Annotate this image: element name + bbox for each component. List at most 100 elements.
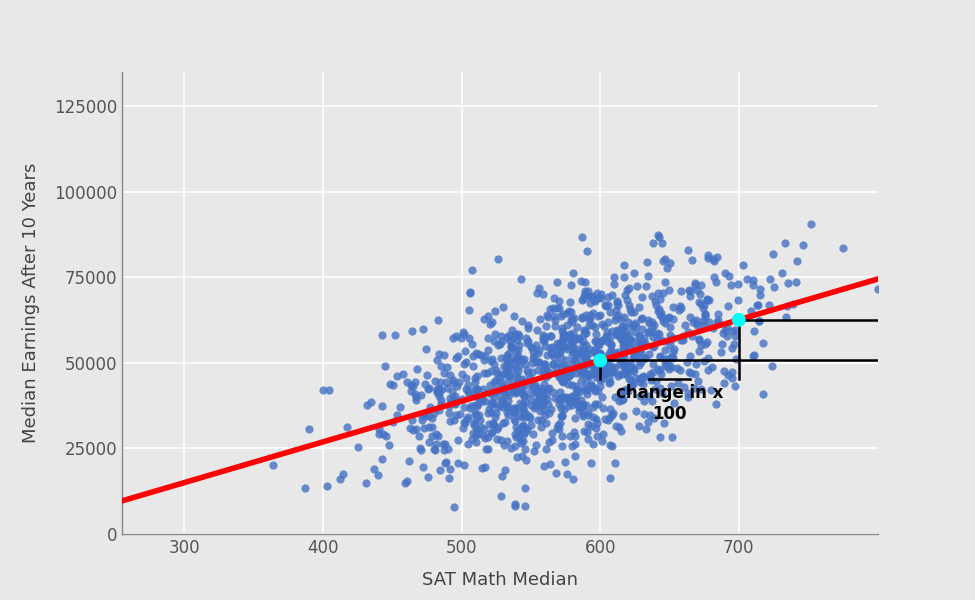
Point [611,396,627,406]
Point [566,343,581,352]
Point [496,440,512,449]
Point [506,407,522,417]
Point [684,317,700,327]
Point [544,428,560,438]
Point [421,422,437,431]
Point [468,349,484,358]
Point [551,424,566,434]
Point [508,362,524,372]
Point [517,354,532,364]
Point [746,326,761,336]
Point [518,412,533,422]
Point [646,413,662,422]
Point [470,384,486,394]
Point [566,347,582,357]
Point [553,418,568,427]
Point [716,328,731,338]
Point [690,376,706,385]
Point [565,359,580,369]
Point [492,400,508,410]
Point [682,286,697,295]
Point [487,392,502,402]
Point [458,358,474,367]
Point [628,406,644,416]
Point [642,349,657,359]
Point [418,344,434,353]
Point [580,358,596,367]
Point [532,400,548,410]
Point [644,317,660,326]
Point [433,465,448,475]
Point [616,362,632,372]
Point [439,383,454,392]
Point [488,424,504,434]
Point [656,336,672,346]
Point [588,329,604,339]
Point [639,281,654,291]
Point [629,321,644,331]
Point [566,396,582,406]
Point [576,426,592,436]
Point [554,311,569,320]
Point [476,424,491,434]
Point [499,377,515,386]
Point [555,334,570,344]
Point [528,396,544,406]
Point [700,294,716,304]
Point [627,328,643,337]
Point [499,366,515,376]
Point [541,383,557,392]
Point [511,385,526,395]
Point [609,301,625,310]
Point [619,362,635,372]
Point [587,400,603,409]
Point [569,322,585,332]
Point [642,391,657,401]
Point [577,385,593,395]
Point [462,403,478,412]
Point [574,313,590,323]
Point [551,373,566,382]
Point [374,331,390,340]
Point [598,331,613,341]
Point [556,377,571,386]
Point [537,332,553,342]
Point [494,369,510,379]
Point [753,284,768,293]
Point [517,444,532,454]
Point [577,286,593,296]
Point [454,395,470,404]
Point [448,399,463,409]
Point [652,352,668,361]
Point [673,304,688,313]
Point [633,314,648,323]
Point [663,382,679,391]
Point [566,338,581,347]
Point [452,409,468,419]
Point [560,370,575,380]
Point [506,377,522,387]
Point [495,302,511,311]
Point [476,355,491,365]
Point [589,347,604,357]
Point [464,266,480,275]
Point [469,409,485,419]
Point [555,410,570,420]
Point [649,335,665,344]
Point [489,368,505,378]
Point [580,287,596,296]
Point [574,346,590,355]
Point [529,365,545,375]
Point [700,353,716,362]
Point [628,318,644,328]
Point [525,368,540,377]
Point [632,338,647,348]
Point [617,368,633,378]
Point [688,285,704,295]
Point [581,344,597,353]
Point [509,452,525,461]
Point [504,342,520,352]
Point [578,340,594,350]
Point [426,444,442,454]
Point [458,373,474,383]
